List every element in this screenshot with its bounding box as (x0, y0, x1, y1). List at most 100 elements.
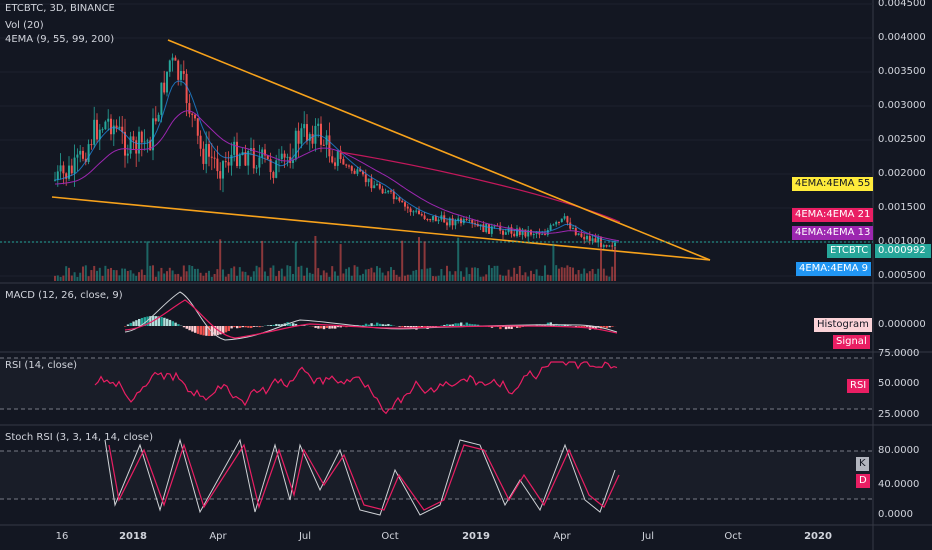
symbol-legend[interactable]: ETCBTC, 3D, BINANCE (5, 3, 115, 14)
candle-body (322, 144, 325, 146)
candle-body (591, 238, 594, 241)
stoch-d-line (108, 443, 620, 511)
volume-bar (597, 268, 600, 281)
stoch-legend[interactable]: Stoch RSI (3, 3, 14, 14, close) (5, 432, 153, 443)
macd-histogram-bar (591, 326, 594, 329)
volume-bar (546, 274, 549, 281)
macd-histogram-bar (401, 326, 404, 327)
macd-histogram-bar (406, 326, 410, 328)
volume-bar (236, 275, 238, 281)
candle-body (247, 150, 250, 166)
volume-bar (180, 276, 182, 281)
macd-histogram-bar (126, 324, 130, 326)
candle-body (474, 223, 476, 225)
macd-legend[interactable]: MACD (12, 26, close, 9) (5, 290, 123, 301)
time-axis-label: 2018 (119, 531, 147, 542)
macd-histogram-bar (328, 326, 331, 329)
volume-bar (594, 273, 597, 281)
volume-bar (353, 265, 356, 281)
volume-bar (146, 241, 149, 281)
macd-histogram-bar (222, 326, 225, 334)
candle-body (140, 131, 143, 143)
candle-body (236, 141, 238, 166)
candle-body (560, 218, 563, 222)
candle-body (194, 114, 196, 119)
candle-body (482, 224, 485, 233)
macd-histogram-bar (546, 322, 550, 326)
volume-bar (378, 267, 381, 281)
candle-body (521, 229, 524, 235)
macd-histogram-bar (376, 322, 379, 326)
volume-legend[interactable]: Vol (20) (5, 20, 44, 31)
macd-histogram-bar (443, 324, 446, 326)
volume-bar (118, 275, 121, 281)
volume-bar (70, 275, 73, 281)
candle-body (325, 135, 328, 145)
volume-bar (238, 267, 241, 281)
macd-histogram-bar (250, 326, 253, 329)
macd-histogram-bar (364, 323, 368, 326)
volume-bar (166, 271, 168, 281)
candle-body (219, 171, 222, 179)
macd-histogram-bar (362, 325, 365, 326)
candle-body (468, 219, 471, 221)
macd-histogram-bar (278, 324, 281, 326)
candle-body (423, 215, 426, 219)
volume-bar (488, 265, 490, 281)
volume-bar (233, 266, 236, 281)
macd-histogram-bar (275, 323, 278, 326)
candle-body (101, 129, 104, 131)
macd-histogram-bar (143, 317, 146, 326)
rsi-legend[interactable]: RSI (14, close) (5, 360, 78, 371)
macd-histogram-bar (566, 324, 569, 326)
candle-body (314, 125, 317, 144)
volume-bar (115, 270, 118, 281)
volume-bar (213, 274, 216, 281)
candle-body (608, 245, 611, 247)
macd-histogram-bar (154, 316, 158, 326)
volume-bar (286, 265, 289, 281)
ema21-line (339, 151, 621, 223)
macd-histogram-bar (210, 326, 214, 336)
volume-bar (527, 276, 530, 281)
volume-bar (499, 274, 502, 281)
volume-bar (530, 270, 532, 281)
macd-histogram-bar (507, 326, 510, 329)
macd-histogram-bar (149, 316, 152, 326)
macd-histogram-bar (294, 323, 298, 326)
candle-body (448, 218, 451, 226)
candle-body (485, 223, 488, 233)
candle-body (196, 118, 199, 136)
macd-histogram-bar (471, 324, 474, 326)
macd-histogram-bar (398, 326, 401, 327)
volume-bar (152, 265, 154, 281)
candle-body (76, 154, 79, 158)
volume-bar (513, 267, 516, 281)
volume-bar (446, 265, 448, 281)
volume-bar (535, 269, 538, 281)
volume-bar (191, 266, 194, 281)
candle-body (359, 169, 362, 172)
macd-histogram-bar (420, 326, 424, 328)
volume-bar (583, 268, 586, 281)
volume-bar (401, 240, 404, 281)
candle-body (132, 136, 135, 141)
candle-body (544, 233, 546, 235)
candle-body (230, 154, 233, 166)
time-axis-label: 16 (55, 531, 69, 542)
volume-bar (432, 276, 434, 281)
price-axis-label: 0.001500 (878, 202, 926, 213)
volume-bar (266, 276, 269, 281)
ema-legend[interactable]: 4EMA (9, 55, 99, 200) (5, 34, 115, 45)
volume-bar (468, 274, 471, 281)
candle-body (149, 140, 152, 151)
rsi-band (0, 358, 873, 409)
macd-histogram-bar (504, 326, 508, 330)
candle-body (345, 164, 348, 166)
candle-body (350, 166, 353, 171)
macd-histogram-bar (292, 323, 295, 326)
volume-bar (563, 267, 566, 281)
volume-bar (98, 267, 101, 281)
volume-bar (264, 271, 266, 281)
